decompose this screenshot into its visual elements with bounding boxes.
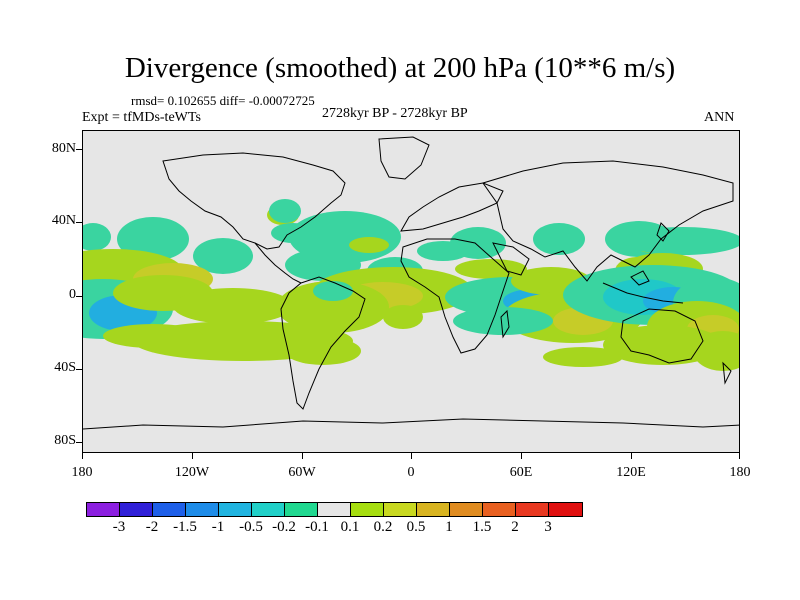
lon-tick xyxy=(192,453,193,459)
divergence-blob xyxy=(103,324,203,348)
colorbar-label: -0.1 xyxy=(305,519,329,535)
colorbar-label: -0.5 xyxy=(239,519,263,535)
lon-tick xyxy=(302,453,303,459)
colorbar-label: 3 xyxy=(544,519,552,535)
lon-tick xyxy=(82,453,83,459)
colorbar-swatch xyxy=(87,503,120,516)
lon-label-180e: 180 xyxy=(729,465,751,480)
season-label: ANN xyxy=(704,110,735,125)
divergence-blob xyxy=(623,227,739,255)
lon-label-60w: 60W xyxy=(288,465,316,480)
colorbar-label: -1.5 xyxy=(173,519,197,535)
colorbar-swatch xyxy=(153,503,186,516)
colorbar-label: 1.5 xyxy=(472,519,492,535)
divergence-blob xyxy=(277,281,389,333)
colorbar-swatch xyxy=(483,503,516,516)
lat-label-80n: 80N xyxy=(51,141,76,156)
lon-tick xyxy=(631,453,632,459)
colorbar-swatch xyxy=(450,503,483,516)
experiment-label: Expt = tfMDs-teWTs xyxy=(82,110,201,125)
colorbar-label: 0.2 xyxy=(373,519,393,535)
colorbar-swatch xyxy=(219,503,252,516)
period-label: 2728kyr BP - 2728kyr BP xyxy=(322,106,468,121)
lat-tick xyxy=(76,442,82,443)
divergence-blob xyxy=(313,281,353,301)
colorbar-label: -2 xyxy=(145,519,159,535)
lat-label-80s: 80S xyxy=(54,433,76,448)
divergence-blob xyxy=(173,288,293,324)
lat-label-40s: 40S xyxy=(54,360,76,375)
lat-label-40n: 40N xyxy=(51,213,76,228)
lon-tick xyxy=(411,453,412,459)
divergence-blob xyxy=(193,238,253,274)
colorbar-label: 0.5 xyxy=(406,519,426,535)
lon-tick xyxy=(521,453,522,459)
divergence-blob xyxy=(269,199,301,223)
colorbar-swatch xyxy=(351,503,384,516)
divergence-blob xyxy=(533,223,585,255)
colorbar-swatch xyxy=(186,503,219,516)
colorbar-swatch xyxy=(516,503,549,516)
divergence-blob xyxy=(603,325,723,365)
colorbar-label: -0.2 xyxy=(272,519,296,535)
map-panel xyxy=(82,130,740,453)
lon-label-120w: 120W xyxy=(174,465,210,480)
divergence-blob xyxy=(453,307,553,335)
colorbar-label: 2 xyxy=(511,519,519,535)
colorbar-swatch xyxy=(120,503,153,516)
colorbar-swatch xyxy=(285,503,318,516)
lat-label-eq: 0 xyxy=(69,287,76,302)
lon-tick xyxy=(739,453,740,459)
colorbar-label: 1 xyxy=(445,519,453,535)
divergence-blob xyxy=(693,331,739,371)
map-plot xyxy=(83,136,739,430)
divergence-blob xyxy=(543,347,623,367)
colorbar-swatch xyxy=(384,503,417,516)
map-title: Divergence (smoothed) at 200 hPa (10**6 … xyxy=(124,52,676,84)
divergence-blob xyxy=(117,217,189,261)
colorbar-swatch xyxy=(318,503,351,516)
lat-tick xyxy=(76,369,82,370)
lon-label-120e: 120E xyxy=(616,465,646,480)
coastlines xyxy=(83,136,739,430)
lon-label-180w: 180 xyxy=(71,465,93,480)
colorbar xyxy=(86,502,583,517)
colorbar-swatch xyxy=(252,503,285,516)
divergence-blob xyxy=(417,241,469,261)
colorbar-label: -3 xyxy=(112,519,126,535)
divergence-field xyxy=(83,199,739,371)
lat-tick xyxy=(76,222,82,223)
lat-tick xyxy=(76,296,82,297)
stats-text: rmsd= 0.102655 diff= -0.00072725 xyxy=(131,93,315,108)
colorbar-swatch xyxy=(549,503,582,516)
lon-label-60e: 60E xyxy=(509,465,533,480)
divergence-blob xyxy=(349,237,389,253)
lon-label-0: 0 xyxy=(407,465,415,480)
divergence-blob xyxy=(83,223,111,251)
divergence-blob xyxy=(285,337,361,365)
divergence-blob xyxy=(383,305,423,329)
colorbar-swatch xyxy=(417,503,450,516)
lat-tick xyxy=(76,149,82,150)
colorbar-label: -1 xyxy=(211,519,225,535)
colorbar-label: 0.1 xyxy=(340,519,360,535)
